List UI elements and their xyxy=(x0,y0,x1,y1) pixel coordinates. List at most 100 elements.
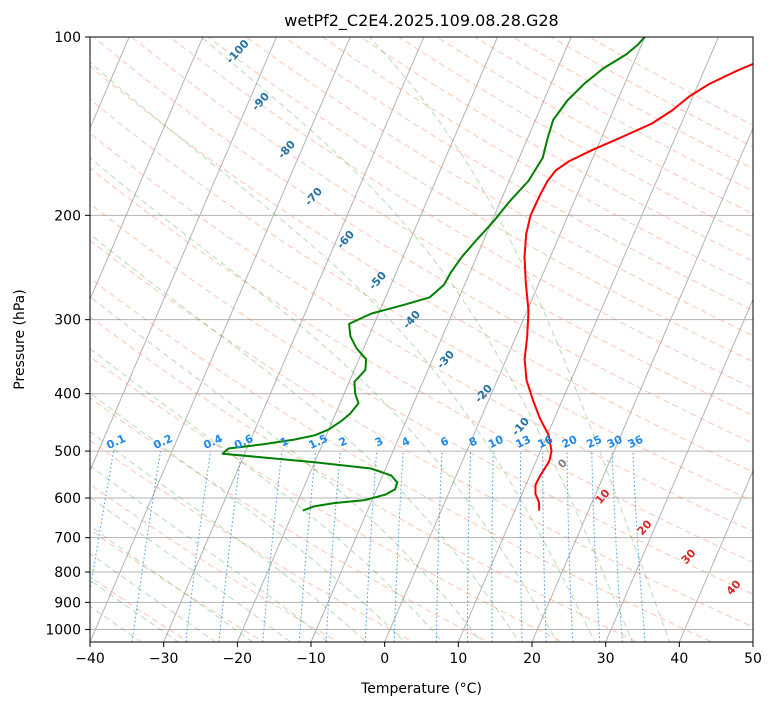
mixing-ratio-label: 3 xyxy=(373,434,385,449)
temperature-line xyxy=(523,62,753,511)
y-tick-label: 900 xyxy=(54,595,81,611)
mixing-ratio-line xyxy=(491,451,494,642)
dry-adiabat-line xyxy=(168,37,753,389)
sounding-series xyxy=(221,37,753,512)
mixing-ratio-line xyxy=(131,451,161,642)
dry-adiabat-line xyxy=(90,356,564,642)
mixing-ratio-line xyxy=(325,451,341,642)
x-tick-label: −30 xyxy=(149,651,179,667)
moist-adiabat-line xyxy=(90,552,217,642)
y-tick-label: 400 xyxy=(54,387,81,403)
dry-adiabat-line xyxy=(92,37,753,444)
x-tick-label: 50 xyxy=(744,651,762,667)
y-tick-label: 100 xyxy=(54,30,81,46)
dry-adiabat-line xyxy=(397,37,753,238)
mixing-ratio-line xyxy=(566,451,574,642)
moist-adiabat-line xyxy=(90,233,520,642)
chart-title: wetPf2_C2E4.2025.109.08.28.G28 xyxy=(284,11,558,31)
moist-adiabat-line xyxy=(90,348,444,642)
mixing-ratio-label: 0.1 xyxy=(105,432,128,452)
y-axis: 100 200 300 400 500 600 700 800 900 1000 xyxy=(45,30,90,638)
isotherm-line xyxy=(531,126,753,642)
y-tick-label: 200 xyxy=(54,208,81,224)
isotherm-line xyxy=(90,37,204,301)
dry-adiabat-line xyxy=(90,167,753,563)
mixing-ratio-label: 36 xyxy=(626,433,646,451)
isotherm-label: -60 xyxy=(334,228,357,252)
isotherm-label: 10 xyxy=(593,486,613,506)
mixing-ratio-line xyxy=(632,451,646,642)
mixing-ratio-line xyxy=(542,451,547,642)
y-axis-label: Pressure (hPa) xyxy=(12,289,28,389)
x-tick-label: 40 xyxy=(670,651,688,667)
moist-adiabats xyxy=(90,37,671,642)
isotherm-line xyxy=(90,37,130,130)
dry-adiabat-line xyxy=(90,483,340,642)
plot-area: -100-90-80-70-60-50-40-30-20-10010203040… xyxy=(0,10,753,654)
isotherm-line xyxy=(163,37,425,642)
dry-adiabat-line xyxy=(90,98,753,502)
isotherm-line xyxy=(90,37,351,642)
mixing-ratio-line xyxy=(519,451,523,642)
mixing-ratio-line xyxy=(467,451,472,642)
dry-adiabat-line xyxy=(90,239,753,628)
dry-adiabat-line xyxy=(321,37,753,286)
mixing-ratio-label: 2 xyxy=(337,434,349,449)
isotherm-line xyxy=(752,640,753,642)
isotherm-line xyxy=(90,37,278,472)
mixing-ratio-label: 0.2 xyxy=(151,432,174,452)
grid-layer xyxy=(0,10,753,654)
moist-adiabat-line xyxy=(90,157,558,642)
y-tick-label: 800 xyxy=(54,565,81,581)
dry-adiabats xyxy=(90,37,753,642)
mixing-ratio-label: 0.6 xyxy=(232,432,255,452)
isotherm-line xyxy=(384,37,646,642)
isotherm-label: 40 xyxy=(724,577,744,597)
moist-adiabat-line xyxy=(90,525,254,642)
isotherm-line xyxy=(310,37,572,642)
isotherm-line xyxy=(678,469,753,642)
y-tick-label: 1000 xyxy=(45,622,81,638)
dry-adiabat-line xyxy=(359,37,753,262)
overlay-labels: -100-90-80-70-60-50-40-30-20-10010203040… xyxy=(105,37,744,598)
y-tick-label: 300 xyxy=(54,313,81,329)
moist-adiabat-line xyxy=(90,430,368,642)
isotherm-label: 30 xyxy=(679,546,699,566)
mixing-ratio-line xyxy=(185,451,211,642)
dry-adiabat-line xyxy=(90,65,753,473)
x-tick-label: 20 xyxy=(523,651,541,667)
dry-adiabat-line xyxy=(90,397,489,642)
x-tick-label: 30 xyxy=(597,651,615,667)
x-tick-label: 0 xyxy=(380,651,389,667)
moist-adiabat-line xyxy=(90,61,596,642)
dry-adiabat-line xyxy=(473,37,753,192)
dewpoint-line xyxy=(221,37,646,512)
isotherm-line xyxy=(457,37,720,642)
isotherm-line xyxy=(0,10,67,654)
mixing-ratio-label: 10 xyxy=(486,433,506,451)
isotherm-label: 0 xyxy=(555,456,570,471)
moist-adiabat-line xyxy=(90,496,292,642)
mixing-ratio-label: 4 xyxy=(400,434,413,449)
mixing-ratio-line xyxy=(364,451,378,642)
dry-adiabat-line xyxy=(90,529,265,642)
moist-adiabat-line xyxy=(90,579,180,642)
moist-adiabat-line xyxy=(90,605,143,642)
mixing-ratio-line xyxy=(90,451,115,594)
x-axis: −40 −30 −20 −10 0 10 20 30 40 50 xyxy=(75,642,762,667)
mixing-ratio-label: 25 xyxy=(585,433,604,451)
mixing-ratio-label: 20 xyxy=(560,433,580,451)
dry-adiabat-line xyxy=(90,203,753,595)
mixing-ratio-line xyxy=(393,451,404,642)
isotherm-label: -20 xyxy=(472,382,495,406)
moist-adiabat-line xyxy=(90,296,482,642)
x-tick-label: 10 xyxy=(449,651,467,667)
dry-adiabat-line xyxy=(588,37,753,126)
isotherm-line xyxy=(605,298,753,642)
mixing-ratio-line xyxy=(611,451,623,642)
mixing-ratio-label: 13 xyxy=(514,433,533,451)
dry-adiabat-line xyxy=(283,37,753,311)
mixing-ratio-label: 6 xyxy=(438,434,451,449)
dry-adiabat-line xyxy=(512,37,753,170)
